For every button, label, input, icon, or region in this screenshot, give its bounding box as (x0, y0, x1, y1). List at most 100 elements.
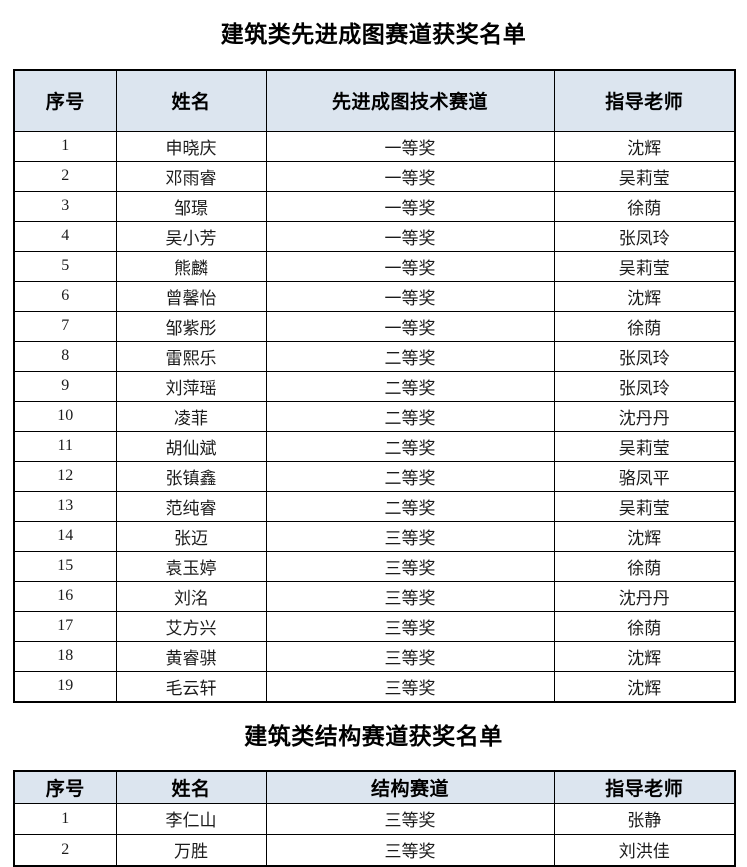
cell-award: 三等奖 (265, 833, 555, 867)
cell-award: 三等奖 (265, 802, 555, 835)
cell-index: 4 (13, 220, 117, 252)
table-body: 1 申晓庆 一等奖 沈辉 2 邓雨睿 一等奖 吴莉莹 3 邹璟 一等奖 徐荫 4 吴小芳 一等奖 张凤玲… (13, 130, 736, 703)
cell-award: 一等奖 (265, 280, 555, 312)
cell-name: 吴小芳 (115, 220, 267, 252)
cell-name: 刘洺 (115, 580, 267, 612)
cell-advisor: 徐荫 (553, 610, 736, 642)
column-header-index: 序号 (13, 69, 117, 132)
table-row: 16 刘洺 三等奖 沈丹丹 (13, 580, 736, 612)
table-row: 14 张迈 三等奖 沈辉 (13, 520, 736, 552)
table-row: 7 邹紫彤 一等奖 徐荫 (13, 310, 736, 342)
cell-advisor: 吴莉莹 (553, 430, 736, 462)
cell-advisor: 张凤玲 (553, 220, 736, 252)
cell-index: 19 (13, 670, 117, 703)
cell-advisor: 张凤玲 (553, 370, 736, 402)
cell-name: 邹璟 (115, 190, 267, 222)
cell-index: 1 (13, 802, 117, 835)
table-row: 2 万胜 三等奖 刘洪佳 (13, 833, 736, 867)
column-header-name: 姓名 (115, 69, 267, 132)
table-wrapper-advanced-drawing: 序号 姓名 先进成图技术赛道 指导老师 1 申晓庆 一等奖 沈辉 2 邓雨睿 一等奖 吴莉莹… (0, 68, 747, 703)
cell-name: 邓雨睿 (115, 160, 267, 192)
cell-award: 三等奖 (265, 580, 555, 612)
cell-index: 12 (13, 460, 117, 492)
table-row: 12 张镇鑫 二等奖 骆凤平 (13, 460, 736, 492)
cell-index: 8 (13, 340, 117, 372)
cell-index: 11 (13, 430, 117, 462)
cell-advisor: 沈辉 (553, 130, 736, 162)
cell-advisor: 沈辉 (553, 280, 736, 312)
cell-advisor: 沈辉 (553, 670, 736, 703)
cell-award: 一等奖 (265, 160, 555, 192)
cell-award: 一等奖 (265, 250, 555, 282)
cell-index: 3 (13, 190, 117, 222)
cell-award: 三等奖 (265, 610, 555, 642)
cell-name: 袁玉婷 (115, 550, 267, 582)
table-body: 1 李仁山 三等奖 张静 2 万胜 三等奖 刘洪佳 (13, 802, 736, 867)
cell-award: 二等奖 (265, 490, 555, 522)
cell-award: 三等奖 (265, 670, 555, 703)
table-row: 4 吴小芳 一等奖 张凤玲 (13, 220, 736, 252)
table-row: 8 雷熙乐 二等奖 张凤玲 (13, 340, 736, 372)
cell-name: 申晓庆 (115, 130, 267, 162)
column-header-track: 先进成图技术赛道 (265, 69, 555, 132)
table-row: 5 熊麟 一等奖 吴莉莹 (13, 250, 736, 282)
table-row: 10 凌菲 二等奖 沈丹丹 (13, 400, 736, 432)
cell-index: 1 (13, 130, 117, 162)
table-row: 13 范纯睿 二等奖 吴莉莹 (13, 490, 736, 522)
cell-advisor: 吴莉莹 (553, 160, 736, 192)
cell-award: 三等奖 (265, 550, 555, 582)
page-title-structure: 建筑类结构赛道获奖名单 (244, 723, 503, 750)
cell-index: 5 (13, 250, 117, 282)
cell-advisor: 吴莉莹 (553, 250, 736, 282)
cell-index: 16 (13, 580, 117, 612)
table-header-row: 序号 姓名 结构赛道 指导老师 (13, 770, 736, 804)
cell-name: 张镇鑫 (115, 460, 267, 492)
cell-award: 二等奖 (265, 400, 555, 432)
cell-index: 15 (13, 550, 117, 582)
cell-advisor: 张凤玲 (553, 340, 736, 372)
cell-name: 万胜 (115, 833, 267, 867)
table-header: 序号 姓名 先进成图技术赛道 指导老师 (13, 69, 736, 132)
page-title-advanced-drawing: 建筑类先进成图赛道获奖名单 (220, 21, 527, 48)
award-table-structure: 序号 姓名 结构赛道 指导老师 1 李仁山 三等奖 张静 2 万胜 三等奖 刘洪佳 (13, 769, 736, 867)
cell-advisor: 沈丹丹 (553, 580, 736, 612)
table-row: 3 邹璟 一等奖 徐荫 (13, 190, 736, 222)
table-row: 9 刘萍瑶 二等奖 张凤玲 (13, 370, 736, 402)
cell-name: 艾方兴 (115, 610, 267, 642)
table-row: 1 李仁山 三等奖 张静 (13, 802, 736, 835)
cell-advisor: 刘洪佳 (553, 833, 736, 867)
cell-name: 熊麟 (115, 250, 267, 282)
cell-award: 一等奖 (265, 190, 555, 222)
document-page: 建筑类先进成图赛道获奖名单 序号 姓名 先进成图技术赛道 指导老师 1 申晓庆 一等… (0, 15, 747, 867)
table-row: 2 邓雨睿 一等奖 吴莉莹 (13, 160, 736, 192)
table-row: 6 曾馨怡 一等奖 沈辉 (13, 280, 736, 312)
cell-index: 6 (13, 280, 117, 312)
table-wrapper-structure: 序号 姓名 结构赛道 指导老师 1 李仁山 三等奖 张静 2 万胜 三等奖 刘洪佳 (0, 769, 747, 867)
table-row: 17 艾方兴 三等奖 徐荫 (13, 610, 736, 642)
cell-award: 三等奖 (265, 520, 555, 552)
cell-advisor: 张静 (553, 802, 736, 835)
column-header-index: 序号 (13, 770, 117, 804)
cell-award: 一等奖 (265, 130, 555, 162)
cell-award: 二等奖 (265, 340, 555, 372)
cell-index: 13 (13, 490, 117, 522)
column-header-advisor: 指导老师 (553, 770, 736, 804)
cell-index: 2 (13, 833, 117, 867)
cell-award: 一等奖 (265, 220, 555, 252)
cell-name: 曾馨怡 (115, 280, 267, 312)
table-row: 1 申晓庆 一等奖 沈辉 (13, 130, 736, 162)
table-row: 11 胡仙斌 二等奖 吴莉莹 (13, 430, 736, 462)
award-table-advanced-drawing: 序号 姓名 先进成图技术赛道 指导老师 1 申晓庆 一等奖 沈辉 2 邓雨睿 一等奖 吴莉莹… (13, 68, 736, 703)
cell-index: 7 (13, 310, 117, 342)
cell-name: 李仁山 (115, 802, 267, 835)
cell-name: 刘萍瑶 (115, 370, 267, 402)
table-header-row: 序号 姓名 先进成图技术赛道 指导老师 (13, 69, 736, 132)
cell-advisor: 骆凤平 (553, 460, 736, 492)
cell-index: 14 (13, 520, 117, 552)
column-header-advisor: 指导老师 (553, 69, 736, 132)
cell-name: 范纯睿 (115, 490, 267, 522)
cell-index: 2 (13, 160, 117, 192)
cell-advisor: 沈辉 (553, 520, 736, 552)
cell-index: 9 (13, 370, 117, 402)
cell-index: 17 (13, 610, 117, 642)
